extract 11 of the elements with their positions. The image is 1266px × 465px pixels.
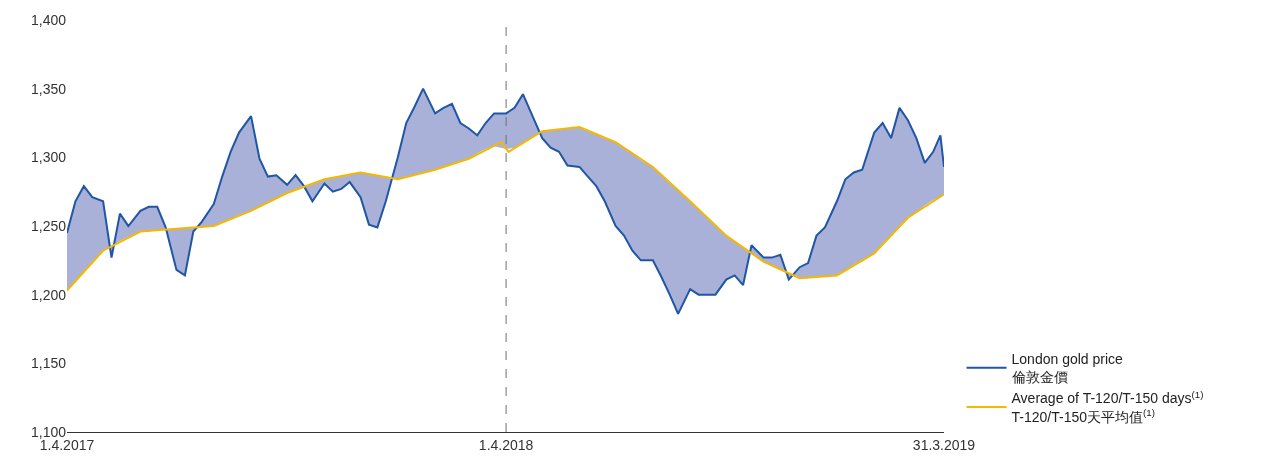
line-series bbox=[67, 126, 944, 292]
text: Average of T-120/T-150 days$^{(1)}$ T-120/T-150天平均值$^{(1)}$ bbox=[1011, 388, 1204, 425]
y-tick-label: 1,400 bbox=[30, 11, 67, 28]
y-tick-label: 1,200 bbox=[30, 286, 67, 303]
y-tick-label: 1,350 bbox=[30, 80, 67, 97]
y-tick-label: 1,300 bbox=[30, 149, 67, 166]
y-tick-label: 1,250 bbox=[30, 217, 67, 234]
y-tick-label: 1,150 bbox=[30, 355, 67, 372]
x-tick-label: 31.3.2019 bbox=[912, 436, 976, 453]
legend-label: London gold price 倫敦金價 bbox=[1010, 351, 1124, 386]
x-tick-label: 1.4.2018 bbox=[478, 436, 534, 453]
